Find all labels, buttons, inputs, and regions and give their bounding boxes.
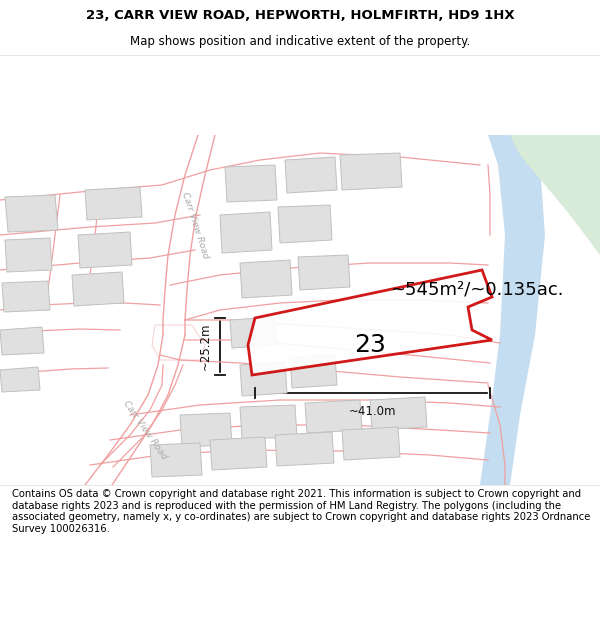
Polygon shape bbox=[210, 437, 267, 470]
Polygon shape bbox=[150, 443, 202, 477]
Polygon shape bbox=[240, 260, 292, 298]
Text: ~41.0m: ~41.0m bbox=[349, 405, 396, 418]
Polygon shape bbox=[240, 405, 297, 439]
Text: Carr View Road: Carr View Road bbox=[180, 191, 210, 259]
Polygon shape bbox=[480, 135, 545, 485]
Polygon shape bbox=[342, 427, 400, 460]
Text: 23, CARR VIEW ROAD, HEPWORTH, HOLMFIRTH, HD9 1HX: 23, CARR VIEW ROAD, HEPWORTH, HOLMFIRTH,… bbox=[86, 9, 514, 22]
Text: 23: 23 bbox=[354, 333, 386, 357]
Polygon shape bbox=[225, 165, 277, 202]
Polygon shape bbox=[85, 335, 185, 485]
Polygon shape bbox=[510, 135, 600, 255]
Polygon shape bbox=[5, 195, 58, 232]
Polygon shape bbox=[152, 325, 205, 360]
Polygon shape bbox=[78, 232, 132, 268]
Polygon shape bbox=[230, 317, 277, 348]
Polygon shape bbox=[290, 355, 337, 388]
Polygon shape bbox=[5, 238, 52, 272]
Polygon shape bbox=[305, 400, 362, 433]
Text: ~545m²/~0.135ac.: ~545m²/~0.135ac. bbox=[390, 281, 563, 299]
Polygon shape bbox=[285, 157, 337, 193]
Polygon shape bbox=[240, 362, 287, 396]
Text: ~25.2m: ~25.2m bbox=[199, 322, 212, 370]
Polygon shape bbox=[0, 367, 40, 392]
Polygon shape bbox=[72, 272, 124, 306]
Polygon shape bbox=[275, 432, 334, 466]
Text: Map shows position and indicative extent of the property.: Map shows position and indicative extent… bbox=[130, 35, 470, 48]
Polygon shape bbox=[248, 270, 492, 375]
Polygon shape bbox=[163, 135, 215, 335]
Polygon shape bbox=[278, 205, 332, 243]
Text: Carr View Road: Carr View Road bbox=[121, 399, 169, 461]
Polygon shape bbox=[0, 327, 44, 355]
Polygon shape bbox=[298, 255, 350, 290]
Text: Contains OS data © Crown copyright and database right 2021. This information is : Contains OS data © Crown copyright and d… bbox=[12, 489, 590, 534]
Polygon shape bbox=[370, 397, 427, 430]
Polygon shape bbox=[180, 413, 232, 447]
Polygon shape bbox=[340, 153, 402, 190]
Polygon shape bbox=[2, 281, 50, 312]
Polygon shape bbox=[220, 212, 272, 253]
Polygon shape bbox=[85, 187, 142, 220]
